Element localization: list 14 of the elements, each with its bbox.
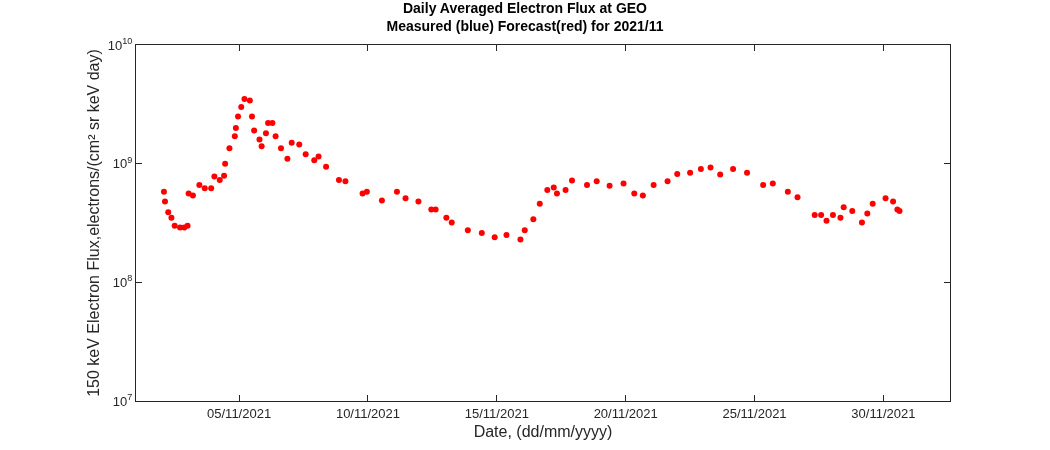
x-axis-title: Date, (dd/mm/yyyy)	[473, 423, 613, 441]
x-tick-label: 20/11/2021	[593, 405, 658, 421]
x-tick-label: 05/11/2021	[207, 405, 272, 421]
x-tick-label: 30/11/2021	[851, 405, 916, 421]
y-tick-label: 10$^{10}$	[107, 36, 133, 53]
x-tick-label: 25/11/2021	[722, 405, 787, 421]
y-tick-label: 10$^{9}$	[112, 154, 133, 172]
chart-title: Daily Averaged Electron Flux at GEO	[402, 0, 648, 16]
x-tick-label: 10/11/2021	[335, 405, 401, 421]
y-axis-title: 150 keV Electron Flux,electrons/(cm² sr keV day)	[84, 49, 102, 397]
x-tick-label: 15/11/2021	[464, 405, 529, 421]
y-tick-label: 10$^{8}$	[112, 273, 133, 290]
chart-subtitle: Measured (blue) Forecast(red) for 2021/11	[386, 17, 664, 34]
y-tick-label: 10$^{7}$	[112, 392, 133, 409]
